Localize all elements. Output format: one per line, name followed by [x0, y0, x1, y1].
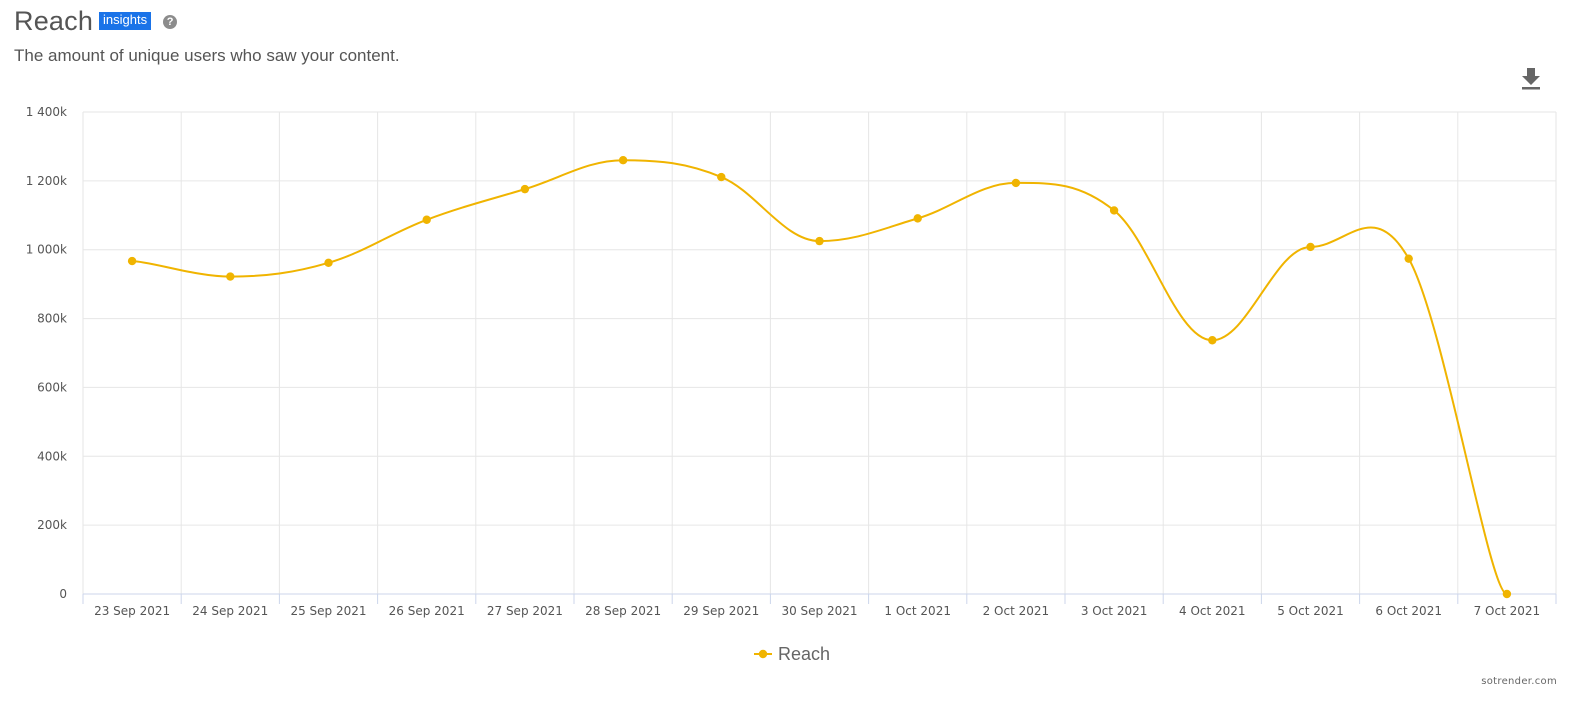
- y-tick-label: 600k: [37, 380, 67, 394]
- x-tick-label: 7 Oct 2021: [1474, 604, 1541, 618]
- data-point: [226, 272, 235, 281]
- y-tick-label: 1 400k: [26, 105, 67, 119]
- x-tick-label: 24 Sep 2021: [192, 604, 268, 618]
- legend-label-reach: Reach: [778, 644, 830, 664]
- x-tick-label: 25 Sep 2021: [290, 604, 366, 618]
- brand-watermark: sotrender.com: [1481, 676, 1557, 687]
- legend-marker: [758, 649, 768, 659]
- x-tick-label: 28 Sep 2021: [585, 604, 661, 618]
- page-title: Reach: [14, 6, 94, 36]
- x-tick-label: 29 Sep 2021: [683, 604, 759, 618]
- x-tick-label: 27 Sep 2021: [487, 604, 563, 618]
- x-tick-label: 26 Sep 2021: [389, 604, 465, 618]
- x-tick-label: 2 Oct 2021: [983, 604, 1050, 618]
- data-point: [324, 258, 333, 267]
- data-point: [815, 236, 824, 246]
- x-tick-label: 6 Oct 2021: [1375, 604, 1442, 618]
- y-tick-label: 800k: [37, 312, 67, 326]
- series-line-reach: [132, 159, 1508, 595]
- data-point: [1011, 178, 1021, 188]
- data-point: [1404, 254, 1413, 263]
- data-point: [717, 172, 726, 182]
- x-tick-label: 4 Oct 2021: [1179, 604, 1246, 618]
- y-tick-label: 1 000k: [26, 243, 67, 257]
- data-point: [422, 215, 431, 224]
- data-point: [913, 214, 922, 223]
- data-point: [1109, 206, 1119, 215]
- y-tick-label: 200k: [37, 518, 67, 532]
- insights-badge: insights: [99, 11, 152, 30]
- y-tick-label: 1 200k: [26, 174, 67, 188]
- x-tick-label: 1 Oct 2021: [884, 604, 951, 618]
- help-icon[interactable]: ?: [163, 14, 178, 29]
- data-point: [1208, 336, 1217, 345]
- y-tick-label: 0: [59, 587, 67, 601]
- y-tick-label: 400k: [37, 449, 67, 463]
- data-point: [1306, 242, 1315, 252]
- x-tick-label: 3 Oct 2021: [1081, 604, 1148, 618]
- data-point: [127, 256, 137, 266]
- x-tick-label: 5 Oct 2021: [1277, 604, 1344, 618]
- x-tick-label: 23 Sep 2021: [94, 604, 170, 618]
- page-subtitle: The amount of unique users who saw your …: [14, 46, 400, 65]
- download-icon[interactable]: [1521, 66, 1541, 90]
- x-tick-label: 30 Sep 2021: [781, 604, 857, 618]
- data-point: [520, 184, 530, 194]
- data-point: [1502, 589, 1512, 599]
- chart-header: Reach insights ?: [14, 6, 178, 37]
- data-point: [618, 156, 628, 165]
